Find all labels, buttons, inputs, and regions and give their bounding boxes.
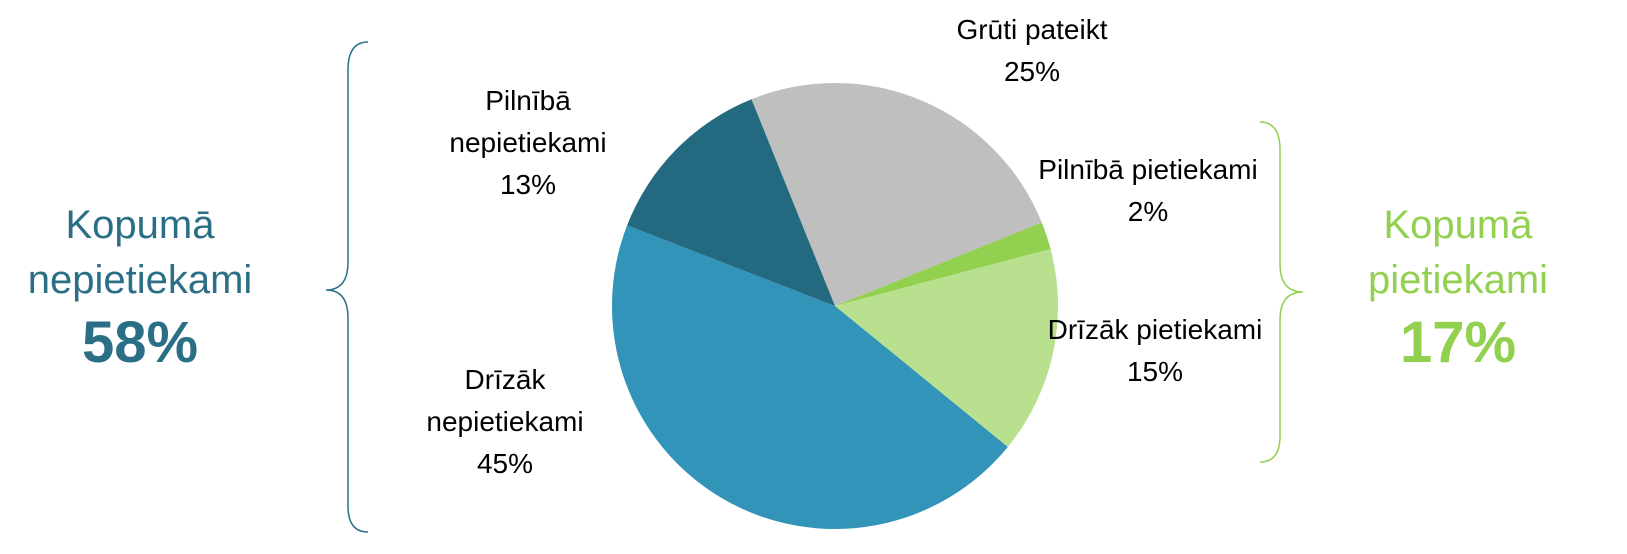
slice-label: Grūti pateikt 25% bbox=[882, 9, 1182, 93]
slice-label: Drīzāk nepietiekami 45% bbox=[385, 359, 625, 485]
percent-label: 15% bbox=[1126, 356, 1184, 387]
group-total: 17% bbox=[1399, 310, 1517, 375]
category-label: Pilnībā nepietiekami bbox=[449, 85, 607, 158]
percent-label: 13% bbox=[499, 169, 557, 200]
percent-label: 25% bbox=[1003, 56, 1061, 87]
left-brace bbox=[325, 41, 369, 533]
category-label: Drīzāk nepietiekami bbox=[426, 364, 584, 437]
pie-slice bbox=[835, 249, 1058, 447]
pie-slice bbox=[835, 222, 1051, 306]
percent-label: 45% bbox=[476, 448, 534, 479]
right-brace bbox=[1259, 121, 1304, 463]
percent-label: 2% bbox=[1127, 196, 1169, 227]
pie-slice bbox=[751, 83, 1042, 306]
group-label: Kopumā nepietiekami bbox=[27, 203, 253, 302]
slice-label: Pilnībā pietiekami 2% bbox=[1038, 149, 1258, 233]
slice-label: Pilnībā nepietiekami 13% bbox=[408, 80, 648, 206]
category-label: Drīzāk pietiekami bbox=[1047, 314, 1263, 345]
group-annotation: Kopumā pietiekami 17% bbox=[1308, 198, 1608, 378]
category-label: Pilnībā pietiekami bbox=[1038, 154, 1258, 185]
group-annotation: Kopumā nepietiekami 58% bbox=[0, 198, 290, 378]
pie-slice bbox=[627, 99, 835, 306]
group-total: 58% bbox=[81, 310, 199, 375]
category-label: Grūti pateikt bbox=[956, 14, 1108, 45]
slice-label: Drīzāk pietiekami 15% bbox=[1045, 309, 1265, 393]
group-label: Kopumā pietiekami bbox=[1367, 203, 1549, 302]
pie-slice bbox=[611, 225, 1008, 530]
